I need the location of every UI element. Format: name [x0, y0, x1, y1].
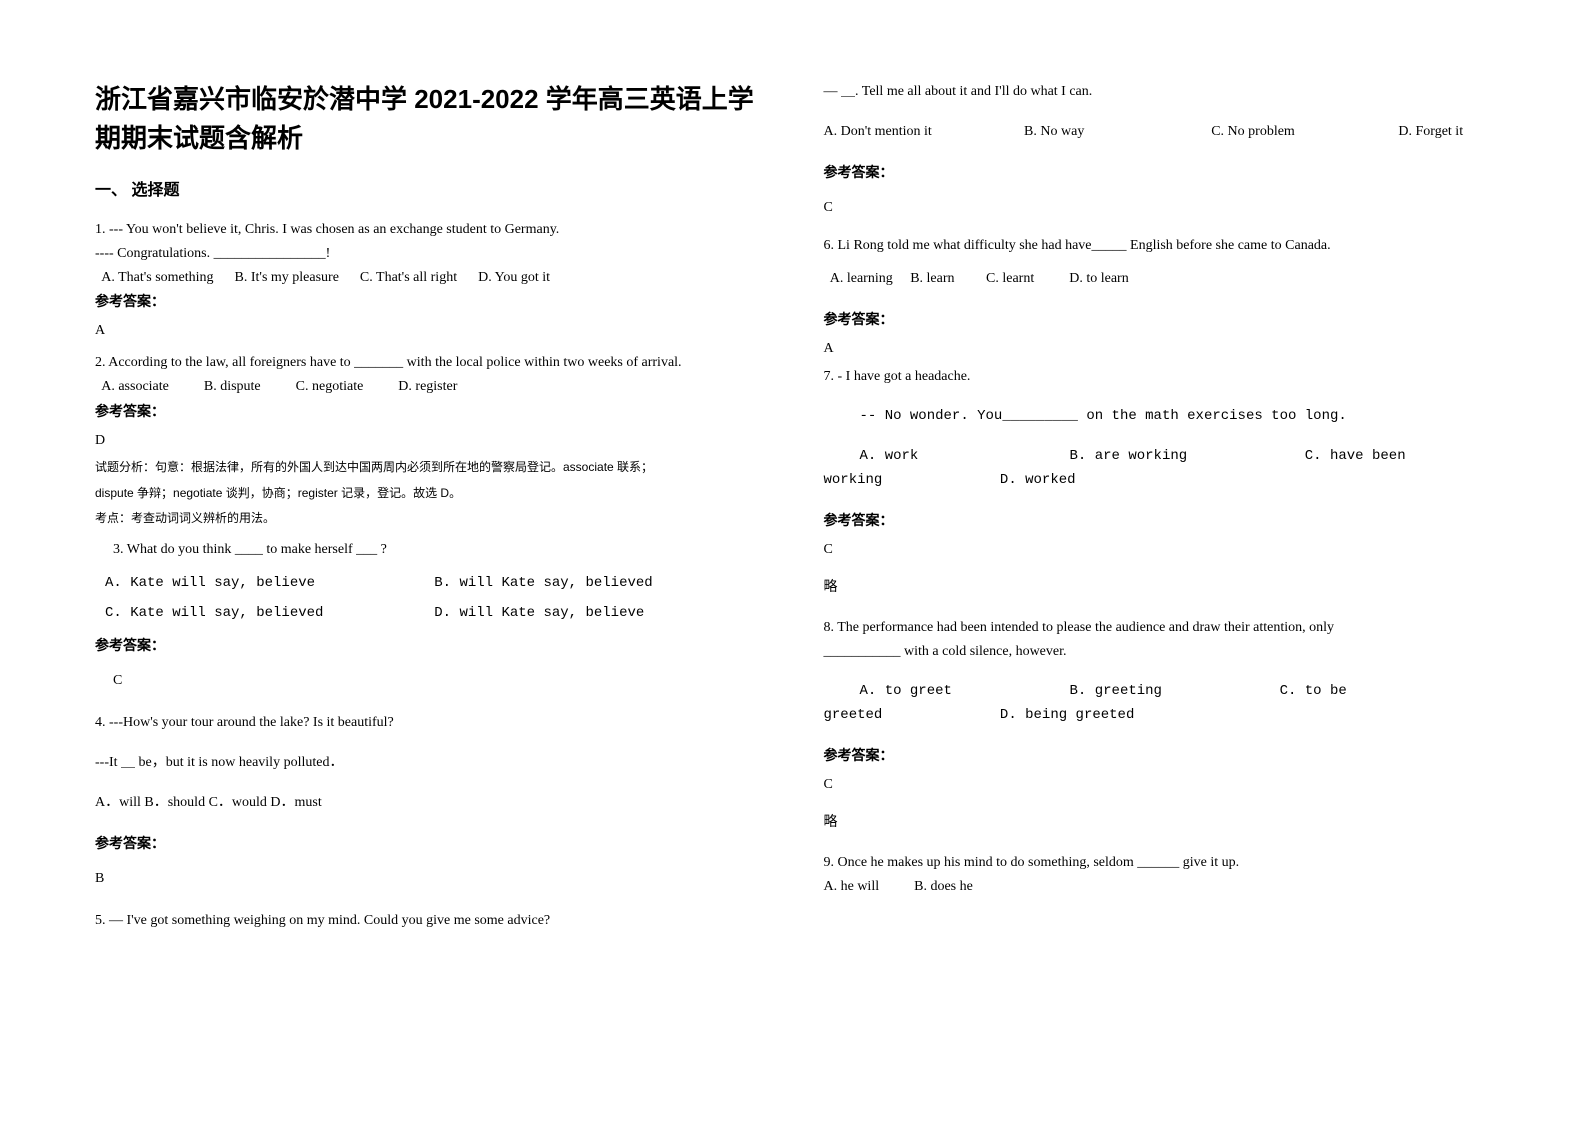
- q7-line1: 7. - I have got a headache.: [824, 365, 1493, 389]
- q2-answer: D: [95, 433, 764, 449]
- q5-options: A. Don't mention it B. No way C. No prob…: [824, 120, 1493, 144]
- q1-line2: ---- Congratulations. ________________!: [95, 242, 764, 266]
- section-header: 一、 选择题: [95, 176, 764, 200]
- q3-answer: C: [113, 673, 764, 689]
- q1-options: A. That's something B. It's my pleasure …: [95, 266, 764, 290]
- document-title: 浙江省嘉兴市临安於潜中学 2021-2022 学年高三英语上学期期末试题含解析: [95, 80, 764, 158]
- q4-options: A．will B．should C．would D．must: [95, 791, 764, 815]
- q3-answer-label: 参考答案：: [95, 635, 764, 655]
- q8-answer: C: [824, 777, 1493, 793]
- question-4: 4. ---How's your tour around the lake? I…: [95, 711, 764, 894]
- q1-line1: 1. --- You won't believe it, Chris. I wa…: [95, 218, 764, 242]
- q5-optB: B. No way: [1024, 120, 1211, 144]
- q3-options: A. Kate will say, believe B. will Kate s…: [105, 568, 764, 630]
- q5-answer: C: [824, 200, 1493, 216]
- q8-answer-label: 参考答案：: [824, 745, 1493, 765]
- q4-line2: ---It ＿ be，but it is now heavily pollute…: [95, 751, 764, 775]
- q7-answer: C: [824, 542, 1493, 558]
- q6-line1: 6. Li Rong told me what difficulty she h…: [824, 234, 1493, 258]
- q3-optD: D. will Kate say, believe: [434, 598, 763, 629]
- q7-answer-label: 参考答案：: [824, 510, 1493, 530]
- q8-opts1: A. to greet B. greeting C. to be: [860, 680, 1493, 704]
- q1-answer-label: 参考答案：: [95, 291, 764, 311]
- q3-line1: 3. What do you think ____ to make hersel…: [113, 538, 764, 562]
- q5-line1: 5. — I've got something weighing on my m…: [95, 909, 764, 933]
- q4-line1: 4. ---How's your tour around the lake? I…: [95, 711, 764, 735]
- q6-answer: A: [824, 341, 1493, 357]
- question-2: 2. According to the law, all foreigners …: [95, 351, 764, 533]
- q2-analysis-3: 考点：考查动词词义辨析的用法。: [95, 508, 764, 530]
- q6-options: A. learning B. learn C. learnt D. to lea…: [824, 267, 1493, 291]
- q3-optB: B. will Kate say, believed: [434, 568, 763, 599]
- q5-optD: D. Forget it: [1398, 120, 1492, 144]
- q9-options: A. he will B. does he: [824, 875, 1493, 899]
- question-1: 1. --- You won't believe it, Chris. I wa…: [95, 218, 764, 347]
- q8-line2: ___________ with a cold silence, however…: [824, 640, 1493, 664]
- q2-options: A. associate B. dispute C. negotiate D. …: [95, 375, 764, 399]
- right-column: — ＿. Tell me all about it and I'll do wh…: [824, 80, 1493, 1082]
- q2-line1: 2. According to the law, all foreigners …: [95, 351, 764, 375]
- q3-optA: A. Kate will say, believe: [105, 568, 434, 599]
- q6-answer-label: 参考答案：: [824, 309, 1493, 329]
- q4-answer-label: 参考答案：: [95, 833, 764, 853]
- page-container: 浙江省嘉兴市临安於潜中学 2021-2022 学年高三英语上学期期末试题含解析 …: [95, 80, 1492, 1082]
- q7-opts2: working D. worked: [824, 469, 1493, 493]
- q3-optC: C. Kate will say, believed: [105, 598, 434, 629]
- q2-answer-label: 参考答案：: [95, 401, 764, 421]
- q2-analysis-2: dispute 争辩；negotiate 谈判，协商；register 记录，登…: [95, 483, 764, 505]
- question-3: 3. What do you think ____ to make hersel…: [95, 538, 764, 697]
- q1-answer: A: [95, 323, 764, 339]
- q7-opts1: A. work B. are working C. have been: [860, 445, 1493, 469]
- q7-line2: -- No wonder. You_________ on the math e…: [860, 405, 1493, 429]
- q2-analysis-1: 试题分析：句意：根据法律，所有的外国人到达中国两周内必须到所在地的警察局登记。a…: [95, 457, 764, 479]
- q5-optA: A. Don't mention it: [824, 120, 1025, 144]
- q4-answer: B: [95, 871, 764, 887]
- q5-optC: C. No problem: [1211, 120, 1398, 144]
- q5-answer-label: 参考答案：: [824, 162, 1493, 182]
- q5-line2: — ＿. Tell me all about it and I'll do wh…: [824, 80, 1493, 104]
- q8-opts2: greeted D. being greeted: [824, 704, 1493, 728]
- q7-note: 略: [824, 576, 1493, 600]
- q9-line1: 9. Once he makes up his mind to do somet…: [824, 851, 1493, 875]
- left-column: 浙江省嘉兴市临安於潜中学 2021-2022 学年高三英语上学期期末试题含解析 …: [95, 80, 764, 1082]
- q8-note: 略: [824, 811, 1493, 835]
- q8-line1: 8. The performance had been intended to …: [824, 616, 1493, 640]
